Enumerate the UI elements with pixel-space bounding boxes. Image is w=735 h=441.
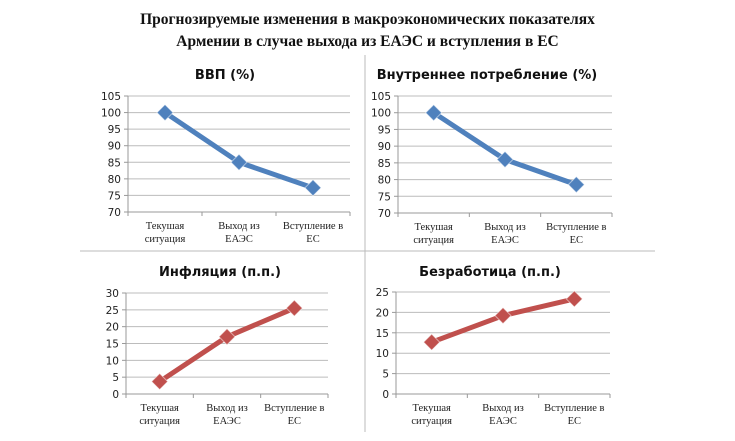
y-tick-label: 75 — [378, 191, 391, 203]
x-tick-label: Выход из — [482, 403, 524, 414]
chart-1: ВВП (%) 70 75 80 85 90 95 100 105 Текушая ситуация… — [101, 68, 351, 245]
y-tick-label: 30 — [106, 288, 119, 300]
chart-2: Внутреннее потребление (%) 70 75 80 85 90 95 10… — [371, 68, 613, 246]
x-tick-label: ЕС — [570, 235, 583, 246]
x-tick-label: ЕАЭС — [491, 235, 519, 246]
y-tick-label: 100 — [101, 108, 121, 120]
y-tick-label: 25 — [376, 287, 389, 299]
data-point-marker — [422, 333, 441, 351]
y-tick-label: 10 — [106, 355, 119, 367]
data-point-marker — [424, 104, 443, 122]
y-tick-label: 90 — [378, 141, 391, 153]
y-tick-label: 10 — [376, 348, 389, 360]
y-tick-label: 15 — [106, 339, 119, 351]
y-tick-label: 20 — [376, 307, 389, 319]
x-tick-label: ЕС — [288, 416, 301, 427]
x-tick-label: ЕАЭС — [213, 416, 241, 427]
x-tick-label: ситуация — [139, 416, 180, 427]
y-tick-label: 80 — [378, 175, 391, 187]
x-tick-label: ЕС — [306, 234, 319, 245]
x-tick-label: Выход из — [206, 403, 248, 414]
y-tick-label: 85 — [108, 157, 121, 169]
y-tick-label: 90 — [108, 141, 121, 153]
y-tick-label: 0 — [382, 389, 389, 401]
y-tick-label: 70 — [108, 207, 121, 219]
chart-title: ВВП (%) — [195, 68, 255, 83]
chart-3: Инфляция (п.п.) 0 5 10 15 20 25 30 Текушая ситуац… — [106, 265, 329, 427]
x-tick-label: Вступление в — [283, 221, 343, 232]
x-tick-label: Выход из — [484, 222, 526, 233]
y-tick-label: 105 — [371, 91, 391, 103]
data-point-marker — [230, 153, 248, 171]
data-point-marker — [150, 372, 169, 391]
y-tick-label: 25 — [106, 305, 119, 317]
y-tick-label: 75 — [108, 190, 121, 202]
x-tick-label: ситуация — [413, 235, 454, 246]
x-tick-label: ЕАЭС — [489, 416, 517, 427]
y-tick-label: 20 — [106, 322, 119, 334]
data-point-marker — [494, 306, 512, 325]
chart-4: Безработица (п.п.) 0 5 10 15 20 25 Текушая ситуа… — [376, 265, 611, 427]
data-point-marker — [565, 290, 584, 308]
data-point-marker — [156, 103, 174, 122]
y-tick-label: 95 — [108, 124, 121, 136]
chart-title: Инфляция (п.п.) — [159, 265, 281, 280]
x-tick-label: Текушая — [140, 403, 179, 414]
figure-title-line2: Армении в случае выхода из ЕАЭС и вступл… — [176, 33, 559, 50]
y-tick-label: 70 — [378, 208, 391, 220]
x-tick-label: ситуация — [145, 234, 186, 245]
x-tick-label: Текушая — [412, 403, 451, 414]
x-tick-label: Текушая — [414, 222, 453, 233]
x-tick-label: Текушая — [146, 221, 185, 232]
x-tick-label: Выход из — [218, 221, 260, 232]
series-line — [431, 110, 579, 188]
x-tick-label: ЕАЭС — [225, 234, 253, 245]
y-tick-label: 105 — [101, 91, 121, 103]
y-tick-label: 5 — [112, 372, 119, 384]
data-point-marker — [496, 150, 514, 169]
data-point-marker — [567, 175, 586, 194]
x-tick-label: Вступление в — [546, 222, 606, 233]
y-tick-label: 95 — [378, 124, 391, 136]
y-tick-label: 15 — [376, 328, 389, 340]
chart-title: Безработица (п.п.) — [419, 265, 561, 280]
series-line — [162, 110, 316, 191]
x-tick-label: Вступление в — [264, 403, 324, 414]
y-tick-label: 80 — [108, 174, 121, 186]
data-point-marker — [218, 328, 236, 346]
y-tick-label: 5 — [382, 369, 389, 381]
y-tick-label: 85 — [378, 158, 391, 170]
y-tick-label: 0 — [112, 389, 119, 401]
x-tick-label: ЕС — [568, 416, 581, 427]
y-tick-label: 100 — [371, 108, 391, 120]
data-point-marker — [285, 299, 304, 317]
data-point-marker — [304, 179, 322, 197]
chart-title: Внутреннее потребление (%) — [377, 68, 597, 83]
x-tick-label: ситуация — [411, 416, 452, 427]
x-tick-label: Вступление в — [544, 403, 604, 414]
figure-title-line1: Прогнозируемые изменения в макроэкономич… — [140, 11, 595, 28]
